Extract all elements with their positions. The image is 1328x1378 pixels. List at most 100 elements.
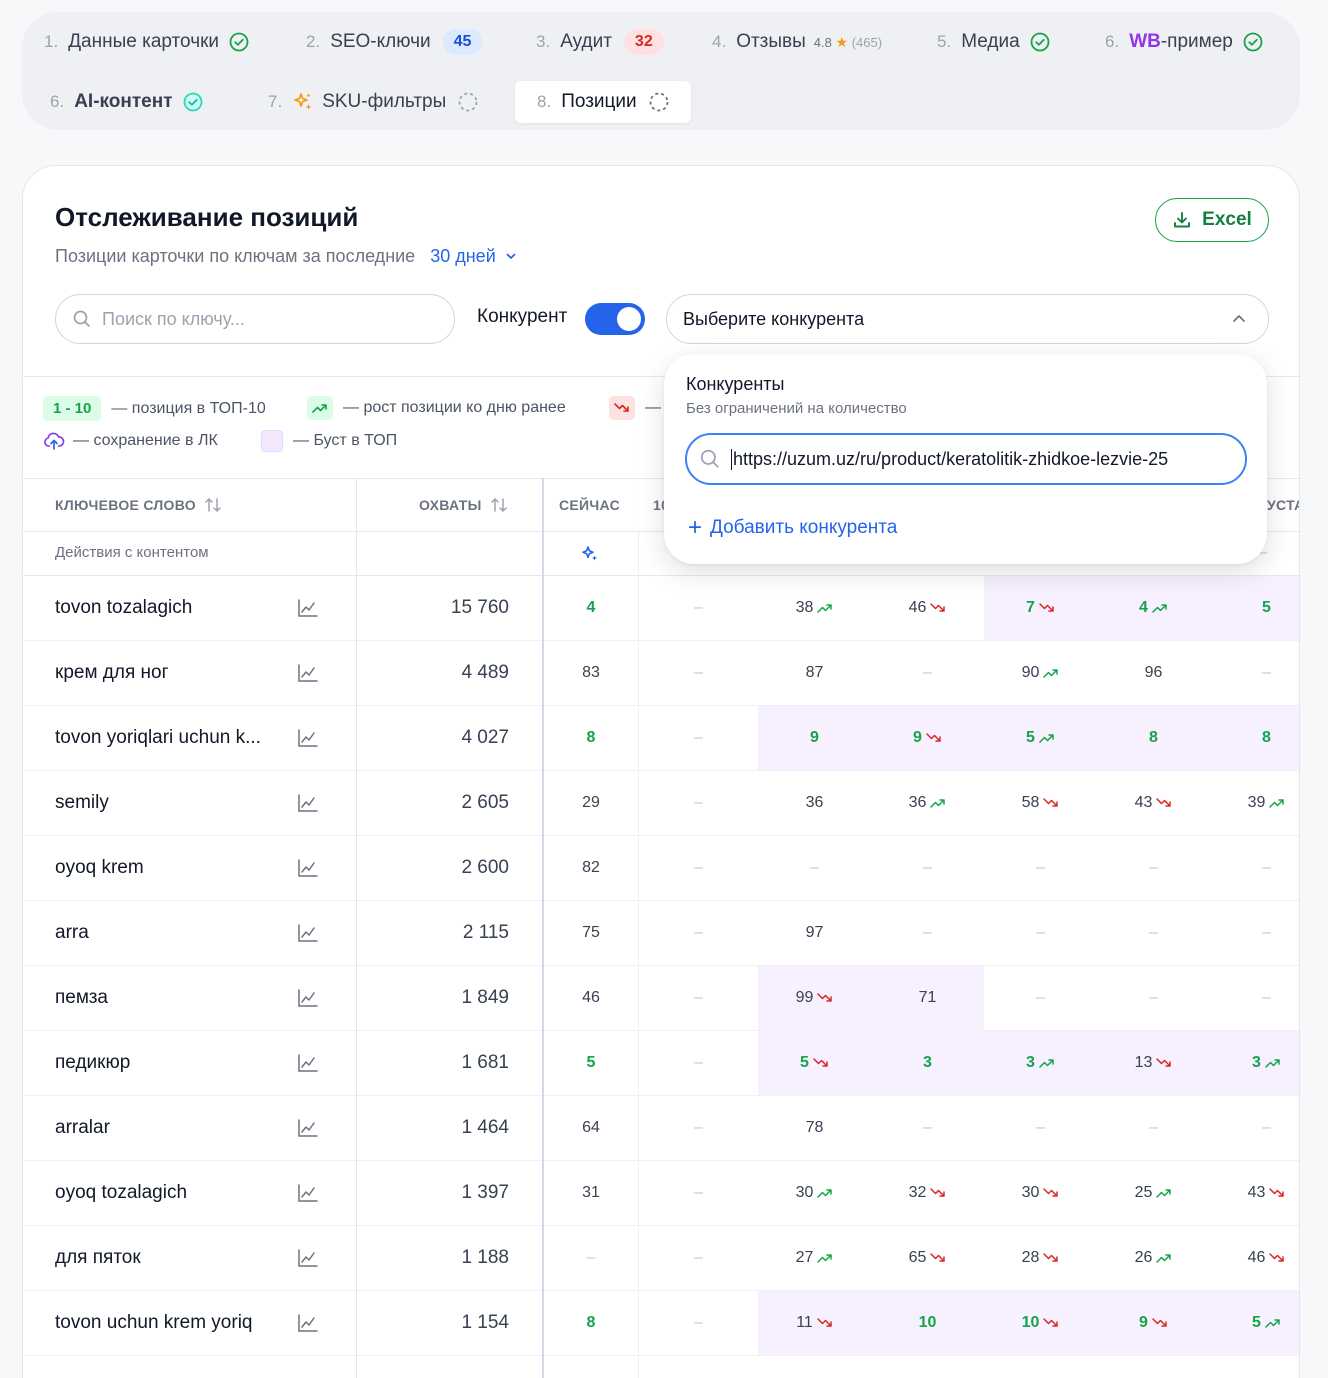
- search-icon: [700, 449, 719, 468]
- excel-export-button[interactable]: Excel: [1155, 198, 1269, 242]
- table-row[interactable]: tovon yoriqlari uchun k... 4 027 8 – 9 9 5 8 8: [23, 706, 1299, 771]
- step-seo-keys[interactable]: 2. SEO-ключи 45: [306, 21, 483, 63]
- position-cell: 32: [871, 1161, 984, 1225]
- col-keyword[interactable]: КЛЮЧЕВОЕ СЛОВО: [55, 497, 222, 513]
- position-now-cell: 8: [543, 706, 639, 770]
- competitor-select[interactable]: Выберите конкурента: [666, 294, 1269, 344]
- position-cell: 10: [984, 1291, 1097, 1355]
- chevron-up-icon: [1233, 315, 1245, 322]
- table-row[interactable]: arralar 1 464 64 – 78 – – – –: [23, 1096, 1299, 1161]
- position-value: –: [923, 859, 932, 876]
- position-cell: –: [871, 1096, 984, 1160]
- trend-down-icon: [1043, 798, 1059, 807]
- chart-icon[interactable]: [297, 1053, 319, 1078]
- position-cell: –: [639, 901, 758, 965]
- trend-up-icon: [1043, 669, 1059, 678]
- chart-icon[interactable]: [297, 598, 319, 623]
- step-number: 6.: [1105, 32, 1120, 51]
- position-value: 65: [908, 1249, 927, 1266]
- step-label: AI-контент: [74, 91, 173, 112]
- chart-icon[interactable]: [297, 663, 319, 688]
- col-reach[interactable]: ОХВАТЫ: [419, 497, 508, 513]
- table-row[interactable]: tovon uchun krem yoriq 1 154 8 – 11 10 10 9 5: [23, 1291, 1299, 1356]
- position-cell: –: [984, 1096, 1097, 1160]
- competitor-url-input[interactable]: https://uzum.uz/ru/product/keratolitik-z…: [685, 433, 1247, 485]
- chart-icon[interactable]: [297, 1183, 319, 1208]
- step-positions[interactable]: 8. Позиции: [515, 81, 691, 123]
- keyword-search[interactable]: [55, 294, 455, 344]
- reach-cell: 2 605: [461, 792, 509, 813]
- step-card-data[interactable]: 1. Данные карточки: [44, 21, 249, 63]
- search-input[interactable]: [102, 308, 402, 330]
- position-value: 36: [805, 794, 824, 811]
- trend-down-icon: [930, 1253, 946, 1262]
- table-row[interactable]: oyoq krem 2 600 82 – – – – – –: [23, 836, 1299, 901]
- step-reviews[interactable]: 4. Отзывы 4.8 ★ (465): [712, 21, 882, 63]
- step-ai-content[interactable]: 6. AI-контент: [50, 81, 203, 123]
- table-row[interactable]: крем для ног 4 489 83 – 87 – 90 96 –: [23, 641, 1299, 706]
- check-circle-icon: [1243, 32, 1263, 52]
- table-row[interactable]: tovon tozalagich 15 760 4 – 38 46 7 4 5: [23, 576, 1299, 641]
- sparkles-icon: [294, 93, 312, 110]
- table-row[interactable]: педикюр 1 681 5 – 5 3 3 13 3: [23, 1031, 1299, 1096]
- position-cell: 5: [1210, 576, 1299, 640]
- trend-up-icon: [1265, 1319, 1280, 1328]
- competitor-toggle[interactable]: [585, 303, 645, 335]
- pending-circle-icon: [458, 92, 478, 112]
- reach-cell: 4 489: [461, 662, 509, 683]
- legend-text: —: [645, 399, 661, 416]
- chart-icon[interactable]: [297, 858, 319, 883]
- position-now-cell: 75: [543, 901, 639, 965]
- sort-icon: [205, 498, 221, 512]
- step-number: 3.: [536, 32, 551, 51]
- legend-up: — рост позиции ко дню ранее: [307, 396, 566, 420]
- position-cell: –: [984, 966, 1097, 1030]
- table-row[interactable]: semily 2 605 29 – 36 36 58 43 39: [23, 771, 1299, 836]
- legend-text: — Буст в ТОП: [293, 432, 398, 449]
- position-value: 13: [1134, 1054, 1153, 1071]
- step-audit[interactable]: 3. Аудит 32: [536, 21, 664, 63]
- position-value: –: [1036, 989, 1045, 1006]
- position-value: 5: [1262, 599, 1271, 616]
- position-cell: 5: [984, 706, 1097, 770]
- step-media[interactable]: 5. Медиа: [937, 21, 1050, 63]
- keyword-cell: arra: [55, 922, 89, 943]
- position-cell: 39: [1210, 771, 1299, 835]
- step-sku-filters[interactable]: 7. SKU-фильтры: [268, 81, 478, 123]
- chart-icon[interactable]: [297, 923, 319, 948]
- popup-title: Конкуренты: [686, 374, 785, 394]
- cloud-upload-icon: [44, 432, 65, 450]
- reach-cell: 1 154: [461, 1312, 509, 1333]
- table-row[interactable]: пемза 1 849 46 – 99 71 – – –: [23, 966, 1299, 1031]
- position-value: 58: [1021, 794, 1040, 811]
- trend-up-icon: [1152, 604, 1167, 613]
- trend-down-icon: [1269, 1253, 1285, 1262]
- chart-icon[interactable]: [297, 728, 319, 753]
- trend-down-icon: [1043, 1253, 1059, 1262]
- period-dropdown[interactable]: 30 дней: [430, 246, 517, 266]
- position-value: 30: [795, 1184, 814, 1201]
- chart-icon[interactable]: [297, 988, 319, 1013]
- trend-down-icon: [1043, 1318, 1059, 1327]
- position-value: –: [1149, 1119, 1158, 1136]
- page-title: Отслеживание позиций: [55, 202, 359, 232]
- add-competitor-button[interactable]: + Добавить конкурента: [688, 516, 897, 540]
- chart-icon[interactable]: [297, 1248, 319, 1273]
- step-label: -пример: [1160, 31, 1233, 52]
- chart-icon[interactable]: [297, 1118, 319, 1143]
- position-value: –: [1149, 989, 1158, 1006]
- table-row[interactable]: arra 2 115 75 – 97 – – – –: [23, 901, 1299, 966]
- table-row[interactable]: oyoq tozalagich 1 397 31 – 30 32 30 25 43: [23, 1161, 1299, 1226]
- ai-sparkles-icon[interactable]: [580, 544, 600, 564]
- position-value: 46: [1247, 1249, 1266, 1266]
- table-row[interactable]: для пяток 1 188 – – 27 65 28 26 46: [23, 1226, 1299, 1291]
- position-value: 27: [795, 1249, 814, 1266]
- position-value: –: [1036, 924, 1045, 941]
- position-cell: –: [984, 836, 1097, 900]
- position-value: 38: [795, 599, 814, 616]
- step-wb-example[interactable]: 6. WB -пример: [1105, 21, 1263, 63]
- position-cell: 10: [871, 1291, 984, 1355]
- position-value: –: [1036, 1119, 1045, 1136]
- chart-icon[interactable]: [297, 793, 319, 818]
- chart-icon[interactable]: [297, 1313, 319, 1338]
